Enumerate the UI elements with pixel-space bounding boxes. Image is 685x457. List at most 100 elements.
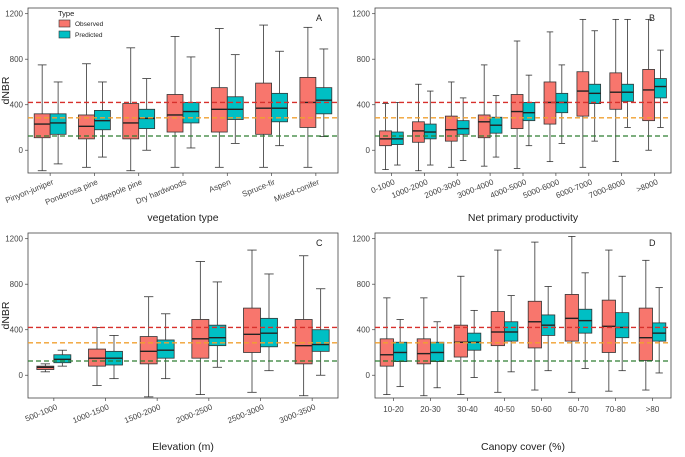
- panel-d: 0 400 800 1200 D Canopy cover (%) 10-20 20-30 30…: [352, 232, 672, 453]
- box-predicted: [652, 287, 667, 374]
- y-tick-label: 1200: [352, 235, 370, 244]
- box-observed: [255, 24, 272, 168]
- box-predicted: [156, 313, 175, 380]
- box-observed: [564, 236, 579, 393]
- box-observed: [609, 18, 623, 163]
- x-tick-label: 70-80: [605, 405, 626, 414]
- box-observed: [527, 241, 542, 391]
- box-iqr: [576, 71, 590, 117]
- x-tick-label: 1000-2000: [390, 177, 429, 200]
- box-iqr: [609, 72, 623, 110]
- x-tick-label: 20-30: [420, 405, 441, 414]
- box-observed: [243, 249, 261, 393]
- box-predicted: [315, 48, 333, 137]
- y-tick-label: 400: [10, 326, 24, 335]
- box-iqr: [638, 307, 653, 361]
- box-predicted: [456, 97, 470, 161]
- box-predicted: [49, 81, 67, 165]
- box-iqr: [243, 307, 261, 353]
- x-tick-label: 5000-6000: [522, 177, 561, 200]
- x-tick-label: >80: [646, 405, 660, 414]
- box-predicted: [621, 18, 634, 128]
- box-observed: [191, 261, 210, 395]
- box-observed: [510, 40, 524, 169]
- box-predicted: [654, 49, 667, 128]
- box-iqr: [456, 120, 470, 135]
- x-axis-title: Net primary productivity: [468, 212, 579, 224]
- y-tick-label: 800: [357, 280, 371, 289]
- box-observed: [122, 47, 140, 172]
- box-predicted: [615, 275, 630, 372]
- box-observed: [444, 81, 458, 168]
- box-predicted: [391, 102, 404, 166]
- y-tick-label: 1200: [5, 10, 23, 19]
- box-observed: [416, 297, 431, 397]
- x-tick-label: 2000-2500: [175, 402, 214, 425]
- box-iqr: [208, 324, 227, 347]
- box-iqr: [311, 329, 330, 352]
- box-iqr: [654, 78, 667, 99]
- box-observed: [139, 296, 158, 398]
- x-tick-label: Spruce-fir: [241, 177, 277, 198]
- y-tick-label: 400: [357, 101, 371, 110]
- plot-frame: [27, 232, 339, 399]
- box-predicted: [260, 273, 278, 372]
- box-iqr: [453, 324, 468, 358]
- x-tick-label: 3000-3500: [278, 402, 317, 425]
- y-tick-label: 400: [10, 101, 24, 110]
- x-tick-label: 10-20: [383, 405, 404, 414]
- box-predicted: [578, 272, 593, 369]
- x-tick-label: Aspen: [208, 178, 232, 195]
- box-predicted: [423, 90, 437, 166]
- panel-label: A: [316, 13, 322, 23]
- box-observed: [78, 63, 95, 168]
- box-predicted: [271, 50, 288, 147]
- box-iqr: [642, 69, 655, 122]
- x-tick-label: 60-70: [568, 405, 589, 414]
- x-tick-label: Dry hardwoods: [134, 178, 187, 207]
- panel-label: B: [649, 13, 655, 23]
- box-iqr: [139, 336, 158, 365]
- box-observed: [576, 18, 590, 168]
- panel-label: C: [316, 238, 323, 248]
- box-predicted: [522, 74, 536, 147]
- legend-title: Type: [58, 9, 74, 18]
- y-tick-label: 0: [366, 371, 371, 380]
- x-tick-label: 1500-2000: [123, 402, 162, 425]
- y-tick-label: 0: [19, 146, 24, 155]
- box-predicted: [311, 288, 330, 376]
- box-iqr: [182, 102, 200, 124]
- x-axis-title: vegetation type: [147, 212, 218, 224]
- box-iqr: [444, 115, 458, 142]
- plot-frame: [374, 232, 672, 399]
- legend-swatch-predicted: [58, 30, 71, 39]
- box-iqr: [294, 319, 313, 365]
- box-predicted: [105, 335, 123, 380]
- box-predicted: [226, 54, 244, 144]
- x-tick-label: 4000-5000: [489, 177, 528, 200]
- box-observed: [638, 259, 653, 391]
- box-predicted: [138, 78, 156, 151]
- box-predicted: [467, 309, 482, 378]
- x-tick-label: 2000-3000: [423, 177, 462, 200]
- box-predicted: [588, 30, 602, 142]
- box-observed: [477, 64, 491, 167]
- box-predicted: [53, 349, 72, 367]
- y-tick-label: 1200: [352, 10, 370, 19]
- box-predicted: [94, 81, 111, 158]
- box-predicted: [555, 64, 569, 144]
- box-predicted: [393, 319, 408, 388]
- y-tick-label: 0: [366, 146, 371, 155]
- box-predicted: [430, 321, 445, 389]
- box-predicted: [489, 95, 503, 158]
- box-observed: [642, 18, 655, 151]
- x-tick-label: >8000: [635, 177, 660, 194]
- box-predicted: [541, 286, 556, 372]
- y-axis-title: dNBR: [0, 76, 12, 104]
- box-predicted: [504, 295, 519, 373]
- x-tick-label: 40-50: [494, 405, 515, 414]
